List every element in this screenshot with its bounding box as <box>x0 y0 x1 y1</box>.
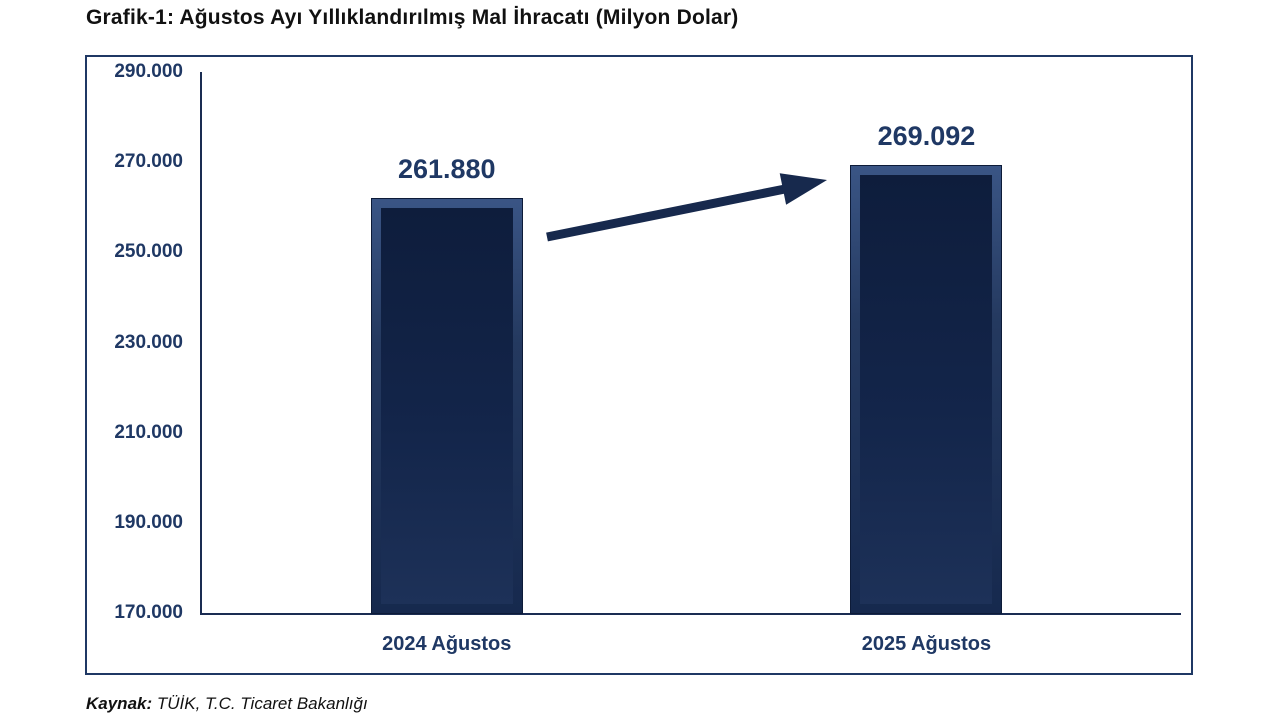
bar-value-label-2025: 269.092 <box>877 121 976 152</box>
source-text: TÜİK, T.C. Ticaret Bakanlığı <box>152 694 368 713</box>
y-axis-tick-label: 250.000 <box>114 241 183 263</box>
y-axis: 170.000 190.000 210.000 230.000 250.000 270.0… <box>87 61 183 623</box>
source-label: Kaynak: <box>86 694 153 713</box>
y-axis-tick-label: 190.000 <box>114 511 183 533</box>
x-axis: 2024 Ağustos 2025 Ağustos <box>202 633 1181 661</box>
x-axis-label-2024: 2024 Ağustos <box>382 633 512 655</box>
y-axis-tick-label: 210.000 <box>114 421 183 443</box>
bar-group-2025: 269.092 <box>841 72 1011 613</box>
bar-2024 <box>371 198 522 613</box>
x-axis-line <box>200 613 1181 615</box>
y-axis-line <box>200 72 202 615</box>
source-note: Kaynak: TÜİK, T.C. Ticaret Bakanlığı <box>86 694 368 714</box>
chart-title: Grafik-1: Ağustos Ayı Yıllıklandırılmış … <box>86 6 739 29</box>
y-axis-tick-label: 270.000 <box>114 151 183 173</box>
bar-group-2024: 261.880 <box>362 72 532 613</box>
bar-value-label-2024: 261.880 <box>397 153 496 184</box>
y-axis-tick-label: 230.000 <box>114 331 183 353</box>
chart-container: 170.000 190.000 210.000 230.000 250.000 270.0… <box>85 55 1193 675</box>
x-axis-label-2025: 2025 Ağustos <box>861 633 992 655</box>
y-axis-tick-label: 290.000 <box>114 61 183 82</box>
y-axis-tick-label: 170.000 <box>114 602 183 623</box>
increase-arrow-icon <box>546 173 827 242</box>
plot-area: 261.880 269.092 <box>202 72 1181 613</box>
bar-2025 <box>851 166 1002 613</box>
